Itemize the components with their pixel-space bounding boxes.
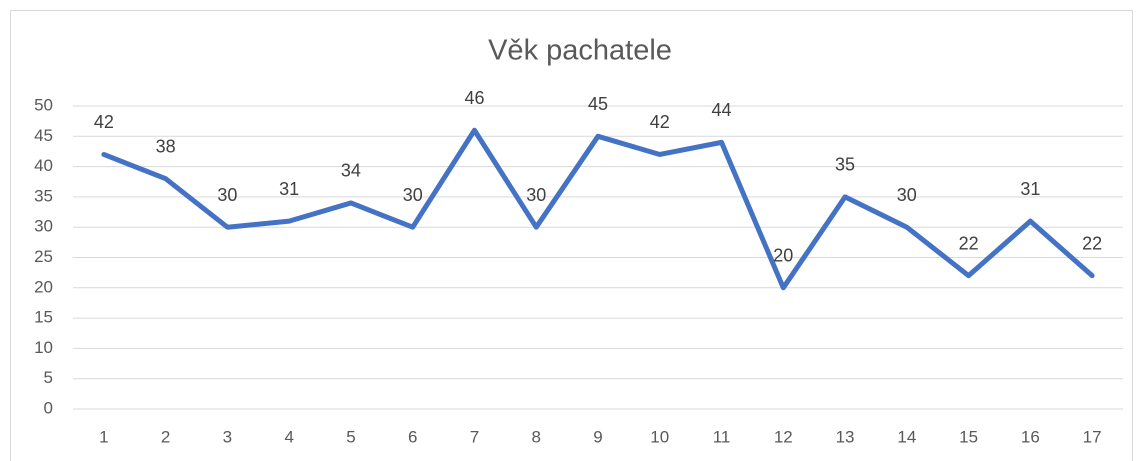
x-tick-label: 11 (713, 427, 731, 446)
data-label: 22 (959, 233, 979, 253)
x-tick-label: 3 (223, 427, 232, 446)
x-tick-label: 4 (284, 427, 293, 446)
data-label: 38 (156, 136, 176, 156)
data-label: 30 (526, 185, 546, 205)
y-tick-label: 25 (34, 247, 53, 266)
x-tick-label: 9 (593, 427, 602, 446)
data-label: 46 (464, 88, 484, 108)
chart-frame (10, 10, 1133, 461)
y-tick-label: 5 (44, 368, 53, 387)
x-tick-label: 7 (470, 427, 479, 446)
data-label: 22 (1082, 233, 1102, 253)
y-tick-label: 50 (34, 95, 53, 114)
data-label: 31 (1020, 179, 1040, 199)
y-tick-label: 45 (34, 126, 53, 145)
y-tick-label: 30 (34, 217, 53, 236)
y-tick-label: 0 (44, 398, 53, 417)
data-label: 20 (773, 246, 793, 266)
x-tick-label: 8 (532, 427, 541, 446)
data-label: 42 (650, 112, 670, 132)
y-tick-label: 35 (34, 186, 53, 205)
data-label: 30 (897, 185, 917, 205)
data-label: 30 (403, 185, 423, 205)
data-label: 42 (94, 112, 114, 132)
x-tick-label: 6 (408, 427, 417, 446)
data-label: 30 (217, 185, 237, 205)
data-label: 35 (835, 155, 855, 175)
x-tick-label: 5 (346, 427, 355, 446)
x-tick-label: 16 (1021, 427, 1040, 446)
data-label: 45 (588, 94, 608, 114)
x-tick-label: 15 (959, 427, 978, 446)
x-tick-label: 14 (897, 427, 916, 446)
x-tick-label: 12 (774, 427, 793, 446)
y-tick-label: 40 (34, 156, 53, 175)
data-label: 31 (279, 179, 299, 199)
data-label: 44 (712, 100, 732, 120)
data-label: 34 (341, 161, 361, 181)
x-tick-label: 17 (1083, 427, 1102, 446)
y-tick-label: 15 (34, 308, 53, 327)
x-tick-label: 10 (650, 427, 669, 446)
x-tick-label: 2 (161, 427, 170, 446)
data-line (101, 127, 1095, 291)
x-tick-label: 1 (99, 427, 108, 446)
chart-title: Věk pachatele (488, 35, 672, 67)
x-tick-label: 13 (836, 427, 855, 446)
y-tick-label: 10 (34, 338, 53, 357)
y-tick-label: 20 (34, 277, 53, 296)
